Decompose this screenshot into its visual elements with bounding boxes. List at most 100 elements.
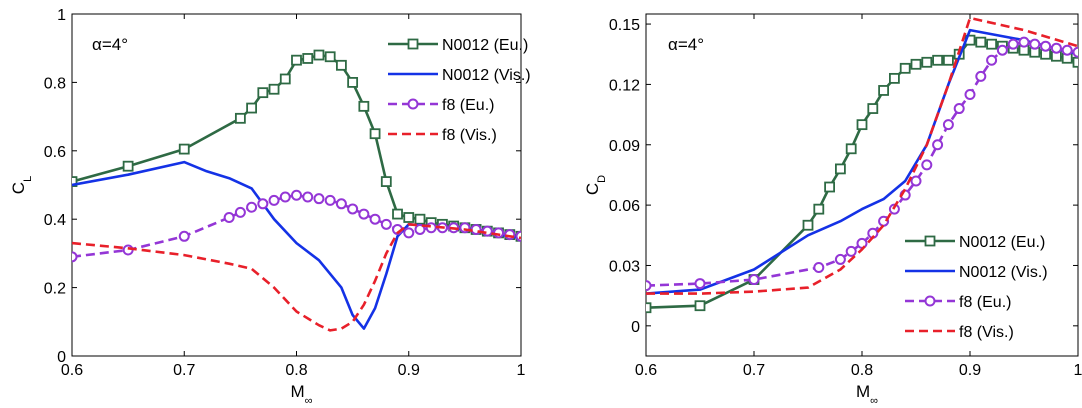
series-marker (964, 88, 976, 100)
series-marker (414, 213, 426, 225)
series-marker (380, 218, 392, 230)
series-marker (986, 54, 998, 66)
series-marker (889, 72, 900, 84)
series-marker (178, 230, 190, 242)
y-axis-label-subscript: L (22, 176, 34, 182)
series-marker (986, 38, 997, 50)
x-tick-label: 0.6 (61, 362, 83, 379)
x-tick-label: 1 (1074, 362, 1082, 379)
y-tick-label: 0.06 (609, 198, 640, 215)
y-tick-label: 0.09 (609, 138, 640, 155)
series-marker (313, 193, 325, 205)
y-axis-label: CL (9, 176, 34, 194)
series-marker (358, 100, 370, 112)
x-axis-label-subscript: ∞ (870, 395, 878, 407)
series-marker (856, 237, 868, 249)
series-marker (867, 103, 879, 114)
series-marker (646, 302, 652, 314)
alpha-annotation: α=4° (668, 35, 704, 54)
series-marker (268, 83, 280, 95)
legend-label: N0012 (Vis.) (442, 67, 531, 84)
series-marker (1072, 56, 1078, 68)
x-tick-label: 0.7 (743, 362, 765, 379)
plot-area (72, 49, 521, 332)
series-marker (748, 274, 760, 286)
series-marker (856, 119, 868, 131)
series-marker (975, 70, 987, 82)
y-tick-label: 0.2 (44, 281, 66, 298)
series-line (72, 160, 521, 330)
series-marker (1061, 44, 1073, 56)
series-marker (335, 59, 347, 71)
series-marker (921, 56, 933, 68)
x-axis-label-main: M (291, 382, 305, 401)
legend-label: f8 (Vis.) (959, 324, 1014, 341)
series-marker (257, 87, 269, 99)
series-marker (1072, 46, 1078, 58)
series-marker (878, 85, 889, 96)
series-marker (234, 206, 246, 218)
legend-swatch-marker (407, 98, 419, 110)
series-marker (646, 280, 652, 292)
y-axis-label: CD (583, 175, 608, 195)
series-line (646, 28, 1078, 295)
series-marker (932, 139, 944, 151)
x-tick-label: 1 (517, 362, 526, 379)
series-marker (324, 51, 336, 63)
series-marker (425, 222, 437, 234)
series-marker (246, 201, 258, 213)
series-marker (302, 53, 314, 64)
y-tick-label: 0.03 (609, 258, 640, 275)
y-axis-label-main: C (583, 183, 602, 195)
x-axis-label: M∞ (856, 382, 878, 407)
series-marker (178, 143, 190, 155)
series-marker (347, 77, 359, 88)
series-marker (369, 213, 381, 225)
y-tick-label: 0 (57, 349, 66, 366)
y-tick-label: 0.12 (609, 77, 640, 94)
series-marker (72, 251, 78, 263)
series-marker (943, 54, 954, 66)
x-tick-label: 0.7 (173, 362, 195, 379)
series-marker (921, 159, 933, 171)
series-marker (302, 191, 314, 203)
x-tick-label: 0.9 (398, 362, 420, 379)
legend: N0012 (Eu.) N0012 (Vis.) f8 (Eu.) f8 (Vis.) (905, 234, 1048, 341)
series-marker (1029, 38, 1041, 50)
legend-label: N0012 (Eu.) (959, 234, 1045, 251)
series-marker (324, 194, 336, 206)
series-marker (845, 143, 857, 155)
x-axis-label: M∞ (291, 382, 313, 407)
series-marker (347, 203, 359, 215)
series-marker (72, 176, 78, 187)
series-marker (824, 181, 835, 193)
series-marker (835, 163, 846, 175)
series-marker (122, 160, 134, 172)
series-marker (257, 198, 269, 210)
series-marker (279, 191, 291, 203)
series-marker (845, 245, 857, 257)
series-marker (834, 253, 846, 265)
series-marker (932, 54, 943, 66)
y-tick-label: 0.8 (44, 75, 66, 92)
legend: N0012 (Eu.) N0012 (Vis.) f8 (Eu.) f8 (Vis.) (388, 37, 531, 144)
legend-label: f8 (Eu.) (442, 97, 494, 114)
legend-swatch-marker (407, 38, 419, 50)
x-axis-label-subscript: ∞ (305, 395, 313, 407)
series-marker (1050, 42, 1062, 54)
plot-frame (645, 13, 1079, 357)
series-marker (899, 62, 911, 74)
plot-area (646, 16, 1078, 314)
series-marker (1018, 36, 1030, 48)
series-marker (1007, 38, 1019, 50)
series-marker (313, 49, 325, 61)
series-line (646, 16, 1078, 295)
series-marker (942, 119, 954, 131)
series-marker (380, 176, 392, 187)
series-marker (223, 211, 235, 223)
legend-label: f8 (Vis.) (442, 127, 497, 144)
series-marker (996, 44, 1008, 56)
series-marker (1040, 40, 1052, 52)
legend-label: f8 (Eu.) (959, 294, 1011, 311)
series-marker (802, 219, 814, 231)
